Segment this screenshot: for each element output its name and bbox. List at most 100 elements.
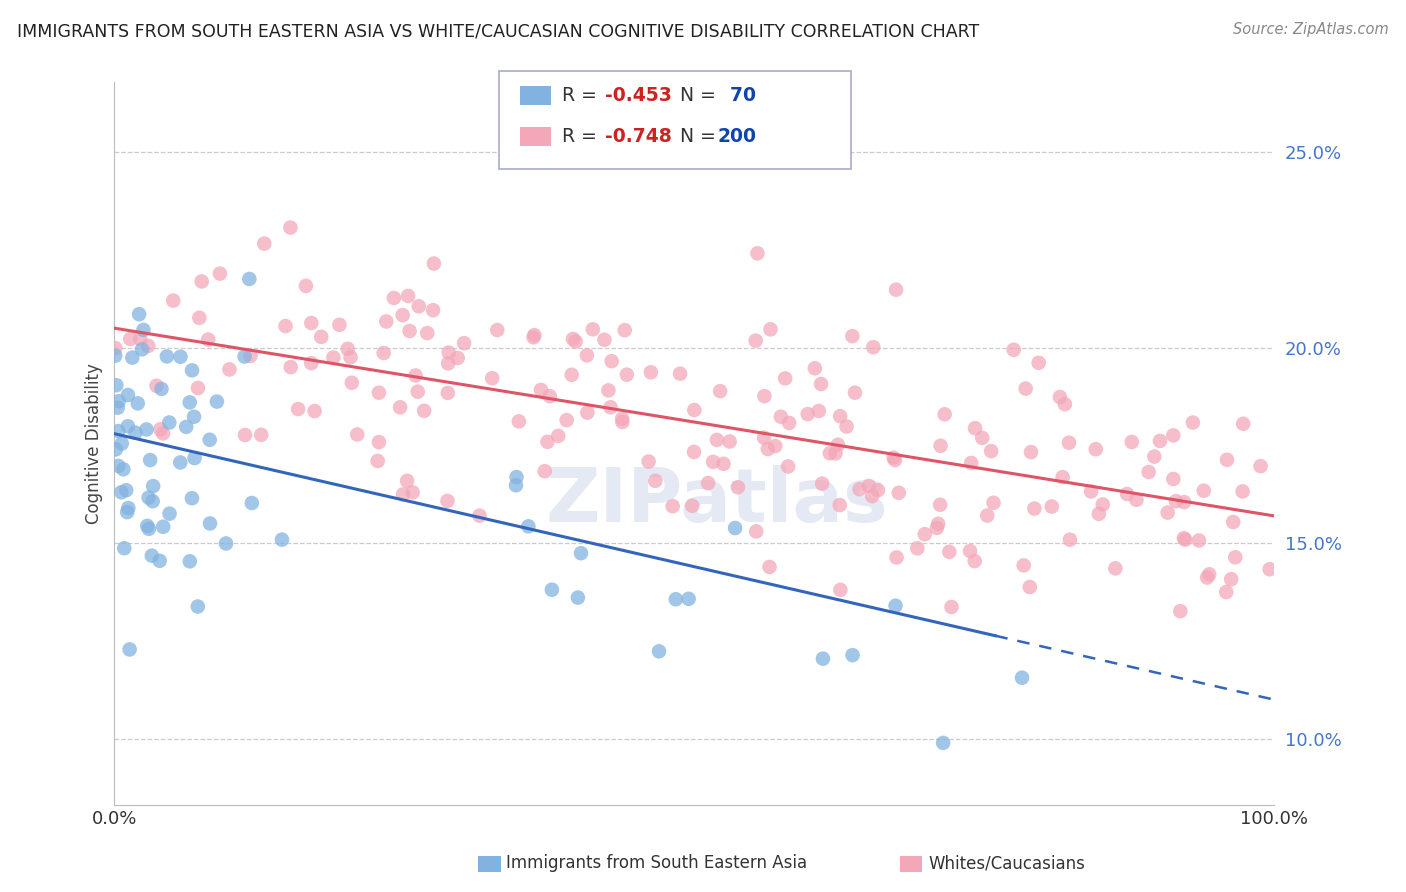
- Point: [810, 377, 832, 392]
- Point: [486, 323, 509, 337]
- Point: [522, 330, 544, 344]
- Point: [575, 348, 598, 362]
- Point: [447, 351, 470, 365]
- Point: [198, 433, 221, 447]
- Point: [1084, 442, 1107, 457]
- Point: [104, 341, 127, 355]
- Point: [208, 267, 231, 281]
- Point: [1156, 506, 1178, 520]
- Point: [1019, 445, 1042, 459]
- Point: [827, 438, 849, 452]
- Point: [681, 499, 703, 513]
- Point: [776, 459, 799, 474]
- Point: [413, 404, 436, 418]
- Point: [141, 549, 163, 563]
- Point: [1198, 567, 1220, 582]
- Point: [1188, 533, 1211, 548]
- Point: [883, 450, 905, 465]
- Point: [960, 456, 983, 470]
- Point: [841, 648, 863, 662]
- Point: [107, 424, 129, 438]
- Point: [136, 339, 159, 353]
- Point: [309, 330, 332, 344]
- Point: [1163, 428, 1185, 442]
- Point: [1174, 533, 1197, 547]
- Point: [963, 554, 986, 568]
- Point: [271, 533, 294, 547]
- Point: [159, 507, 181, 521]
- Point: [980, 444, 1002, 458]
- Point: [128, 307, 150, 321]
- Point: [104, 442, 127, 457]
- Point: [107, 394, 129, 409]
- Point: [1149, 434, 1171, 448]
- Point: [727, 480, 749, 494]
- Point: [1258, 562, 1281, 576]
- Point: [941, 599, 963, 614]
- Point: [346, 427, 368, 442]
- Point: [523, 328, 546, 343]
- Point: [422, 303, 444, 318]
- Point: [117, 501, 139, 516]
- Point: [112, 541, 135, 556]
- Point: [804, 361, 827, 376]
- Point: [368, 385, 391, 400]
- Point: [124, 425, 146, 440]
- Point: [1040, 500, 1063, 514]
- Point: [162, 293, 184, 308]
- Point: [401, 485, 423, 500]
- Y-axis label: Cognitive Disability: Cognitive Disability: [86, 363, 103, 524]
- Point: [830, 409, 852, 424]
- Point: [181, 363, 204, 377]
- Text: -0.748: -0.748: [605, 127, 671, 146]
- Point: [508, 414, 530, 428]
- Point: [340, 376, 363, 390]
- Point: [136, 519, 159, 533]
- Point: [533, 464, 555, 478]
- Point: [382, 291, 405, 305]
- Point: [187, 599, 209, 614]
- Point: [718, 434, 741, 449]
- Point: [637, 454, 659, 468]
- Text: R =: R =: [562, 127, 603, 146]
- Point: [616, 368, 638, 382]
- Point: [929, 498, 952, 512]
- Point: [373, 346, 395, 360]
- Text: N =: N =: [668, 86, 721, 105]
- Point: [1088, 507, 1111, 521]
- Point: [375, 314, 398, 328]
- Point: [188, 310, 211, 325]
- Point: [1222, 515, 1244, 529]
- Point: [884, 599, 907, 613]
- Point: [576, 406, 599, 420]
- Point: [1137, 465, 1160, 479]
- Point: [436, 494, 458, 508]
- Point: [759, 322, 782, 336]
- Point: [138, 522, 160, 536]
- Point: [396, 474, 419, 488]
- Point: [697, 476, 720, 491]
- Point: [612, 415, 634, 429]
- Text: N =: N =: [668, 127, 721, 146]
- Point: [1091, 498, 1114, 512]
- Point: [778, 416, 800, 430]
- Point: [1059, 533, 1081, 547]
- Point: [1049, 390, 1071, 404]
- Point: [121, 351, 143, 365]
- Point: [198, 516, 221, 531]
- Point: [481, 371, 503, 385]
- Point: [238, 272, 260, 286]
- Point: [107, 401, 129, 415]
- Point: [683, 445, 706, 459]
- Point: [858, 479, 880, 493]
- Point: [976, 508, 998, 523]
- Point: [240, 496, 263, 510]
- Point: [860, 489, 883, 503]
- Point: [752, 431, 775, 445]
- Point: [215, 536, 238, 550]
- Point: [830, 582, 852, 597]
- Point: [328, 318, 350, 332]
- Point: [295, 279, 318, 293]
- Point: [156, 350, 179, 364]
- Point: [844, 385, 866, 400]
